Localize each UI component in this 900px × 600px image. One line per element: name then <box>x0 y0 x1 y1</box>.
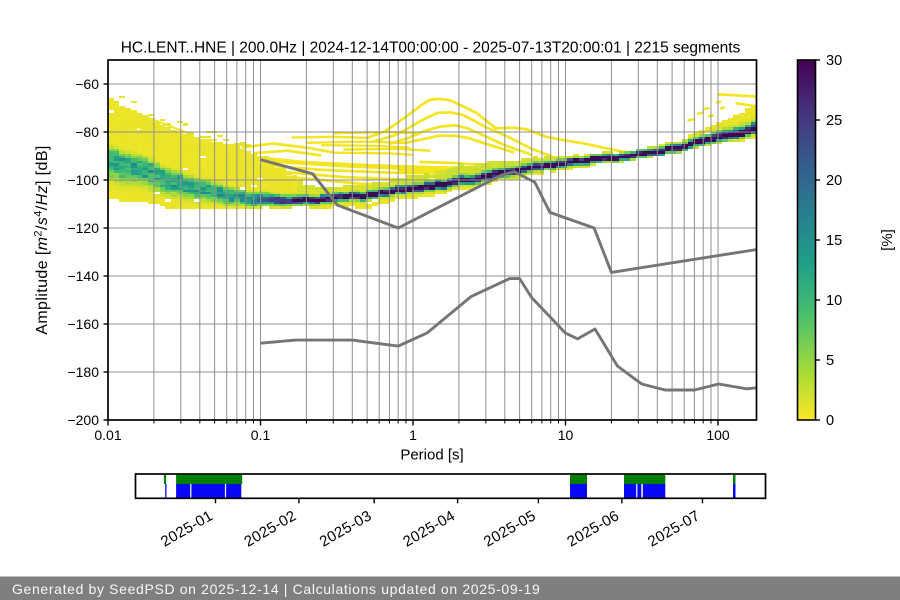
svg-text:100: 100 <box>706 427 730 443</box>
svg-text:10: 10 <box>558 427 574 443</box>
svg-text:20: 20 <box>826 173 842 189</box>
svg-text:0.1: 0.1 <box>251 427 271 443</box>
svg-text:HC.LENT..HNE | 200.0Hz | 2024-: HC.LENT..HNE | 200.0Hz | 2024-12-14T00:0… <box>121 40 741 57</box>
svg-text:15: 15 <box>826 233 842 249</box>
svg-text:5: 5 <box>826 353 834 369</box>
svg-text:[%]: [%] <box>879 229 896 251</box>
svg-text:−120: −120 <box>67 220 99 236</box>
svg-text:−80: −80 <box>75 124 99 140</box>
svg-text:Generated by SeedPSD on 2025-1: Generated by SeedPSD on 2025-12-14 | Cal… <box>12 581 540 597</box>
svg-text:1: 1 <box>409 427 417 443</box>
svg-text:10: 10 <box>826 293 842 309</box>
svg-text:−200: −200 <box>67 412 99 428</box>
svg-text:−160: −160 <box>67 316 99 332</box>
svg-text:30: 30 <box>826 53 842 69</box>
svg-text:−140: −140 <box>67 268 99 284</box>
svg-text:Period [s]: Period [s] <box>400 447 463 464</box>
svg-text:0: 0 <box>826 413 834 429</box>
svg-text:−180: −180 <box>67 364 99 380</box>
svg-text:25: 25 <box>826 113 842 129</box>
svg-text:Amplitude [m2/s4/Hz] [dB]: Amplitude [m2/s4/Hz] [dB] <box>33 145 52 335</box>
svg-text:−100: −100 <box>67 172 99 188</box>
svg-text:−60: −60 <box>75 76 99 92</box>
svg-text:0.01: 0.01 <box>94 427 121 443</box>
